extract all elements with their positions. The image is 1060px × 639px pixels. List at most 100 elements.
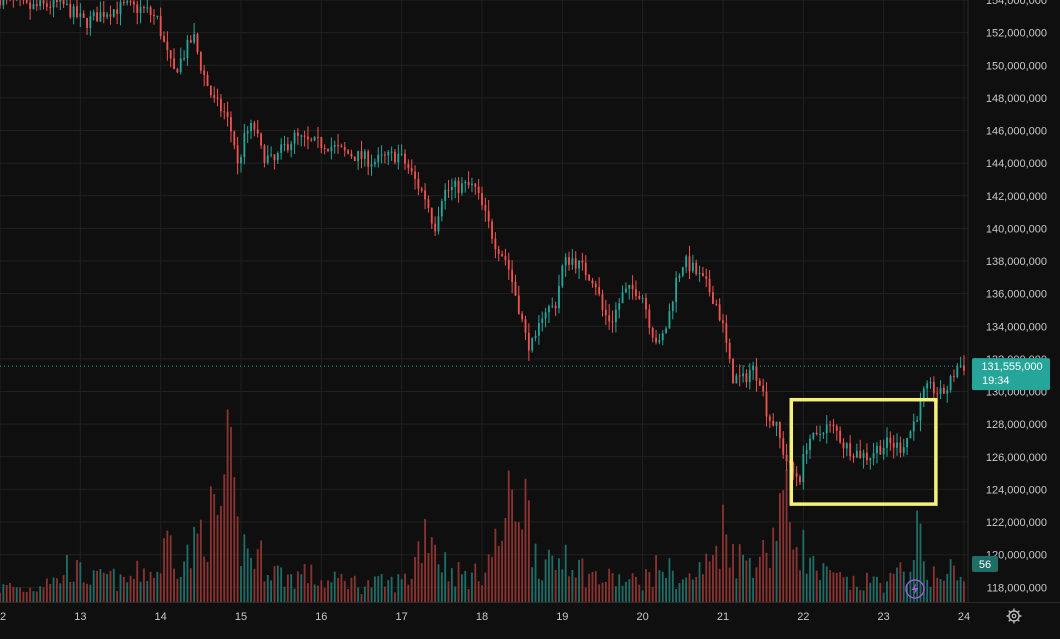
volume-bar	[247, 548, 249, 602]
candle-body	[250, 123, 252, 131]
candle-body	[374, 162, 376, 164]
volume-bar	[351, 578, 353, 602]
volume-bar	[950, 559, 952, 602]
candle-body	[371, 164, 373, 166]
candle-body	[906, 438, 908, 447]
volume-bar	[705, 554, 707, 602]
candle-body	[290, 144, 292, 151]
candle-body	[93, 12, 95, 16]
volume-bar	[655, 555, 657, 602]
time-tick-label: 16	[315, 611, 327, 623]
candle-body	[692, 263, 694, 272]
volume-bar	[207, 562, 209, 602]
price-tick-label: 118,000,000	[987, 582, 1047, 594]
candle-body	[431, 208, 433, 224]
volume-bar	[66, 555, 68, 602]
price-tick-label: 152,000,000	[986, 28, 1047, 40]
candle-body	[294, 133, 296, 144]
candle-body	[438, 216, 440, 231]
candle-body	[545, 312, 547, 318]
candle-body	[665, 328, 667, 333]
volume-bar	[120, 574, 122, 602]
candle-body	[896, 443, 898, 448]
volume-bar	[454, 586, 456, 602]
volume-bar	[183, 561, 185, 602]
volume-bar	[745, 560, 747, 602]
volume-bar	[257, 549, 259, 602]
candle-body	[357, 151, 359, 161]
candle-body	[943, 388, 945, 394]
volume-bar	[411, 579, 413, 602]
candle-body	[505, 256, 507, 260]
volume-bar	[330, 582, 332, 602]
candle-body	[849, 443, 851, 456]
candle-body	[2, 0, 4, 5]
price-tick-label: 136,000,000	[986, 289, 1047, 301]
price-tick-label: 146,000,000	[986, 126, 1047, 138]
candle-body	[428, 199, 430, 208]
volume-bar	[394, 592, 396, 602]
candle-body	[397, 154, 399, 163]
volume-bar	[481, 585, 483, 602]
volume-bar	[213, 494, 215, 602]
volume-bar	[876, 577, 878, 602]
volume-bar	[859, 590, 861, 602]
volume-bar	[719, 569, 721, 602]
price-tick-label: 128,000,000	[986, 419, 1047, 431]
volume-bar	[9, 583, 11, 602]
volume-bar	[484, 573, 486, 602]
candle-body	[247, 131, 249, 133]
volume-bar	[682, 579, 684, 602]
volume-bar	[474, 564, 476, 602]
volume-bar	[468, 589, 470, 602]
time-tick-label: 24	[958, 611, 970, 623]
candle-body	[89, 16, 91, 28]
candle-body	[950, 376, 952, 390]
volume-bar	[203, 556, 205, 602]
volume-bar	[709, 561, 711, 602]
volume-bar	[471, 573, 473, 602]
candle-body	[672, 302, 674, 311]
candle-body	[76, 6, 78, 17]
volume-bar	[789, 522, 791, 602]
candle-body	[515, 282, 517, 296]
candle-body	[401, 154, 403, 155]
candle-body	[106, 14, 108, 16]
volume-bar	[297, 571, 299, 602]
candle-body	[441, 201, 443, 216]
price-tick-label: 148,000,000	[986, 93, 1047, 105]
volume-bar	[83, 582, 85, 602]
candle-body	[732, 359, 734, 383]
candle-body	[853, 456, 855, 458]
volume-bar	[173, 569, 175, 602]
price-tick-label: 124,000,000	[986, 484, 1047, 496]
volume-bar	[581, 558, 583, 602]
volume-bar	[843, 577, 845, 602]
candle-body	[454, 181, 456, 187]
candle-body	[826, 425, 828, 434]
volume-bar	[752, 578, 754, 602]
candle-body	[120, 2, 122, 14]
volume-bar	[956, 580, 958, 602]
candle-body	[36, 4, 38, 6]
current-price-badge: 131,555,000 19:34	[972, 358, 1050, 390]
candle-body	[528, 333, 530, 351]
candle-body	[551, 306, 553, 307]
volume-bar	[518, 522, 520, 602]
candle-body	[394, 152, 396, 163]
candle-body	[340, 146, 342, 147]
volume-bar	[558, 558, 560, 602]
candle-body	[233, 131, 235, 145]
volume-bar	[893, 574, 895, 602]
volume-bar	[223, 474, 225, 602]
volume-bar	[284, 587, 286, 602]
volume-bar	[535, 544, 537, 602]
volume-bar	[863, 590, 865, 602]
volume-bar	[732, 544, 734, 602]
price-tick-label: 126,000,000	[986, 452, 1047, 464]
volume-bar	[458, 562, 460, 602]
candle-body	[916, 421, 918, 422]
candle-body	[407, 164, 409, 168]
